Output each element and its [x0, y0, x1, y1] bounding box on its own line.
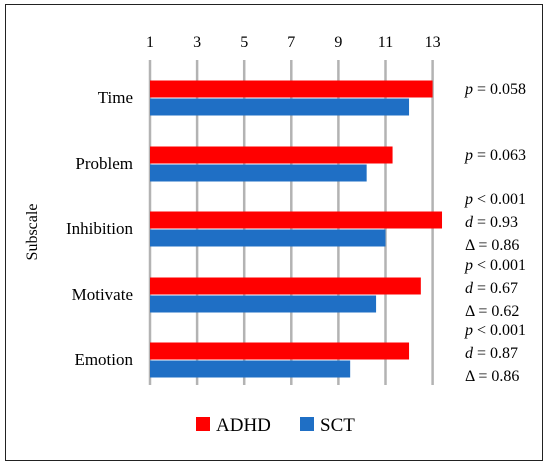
stat-symbol: p — [464, 257, 473, 274]
x-tick-label: 7 — [287, 34, 295, 51]
stat-value: < 0.001 — [473, 322, 526, 339]
bar-sct-time — [150, 98, 410, 116]
stat-annotation: Δ = 0.86 — [465, 237, 519, 254]
stat-symbol: p — [464, 191, 473, 208]
stat-value: = 0.67 — [473, 280, 518, 297]
legend-swatch — [300, 417, 314, 431]
category-label: Time — [98, 88, 133, 107]
stat-symbol: d — [465, 345, 474, 362]
category-label: Inhibition — [66, 219, 134, 238]
stat-value: = 0.86 — [474, 237, 519, 254]
stat-symbol: p — [464, 81, 473, 98]
stat-symbol: p — [464, 147, 473, 164]
x-tick-label: 3 — [193, 34, 201, 51]
legend-label: SCT — [320, 415, 355, 436]
legend: ADHD SCT — [196, 415, 355, 436]
stat-annotation: p = 0.063 — [464, 147, 526, 164]
bar-sct-problem — [150, 164, 367, 182]
bar-sct-inhibition — [150, 229, 386, 247]
stat-annotation: p < 0.001 — [464, 257, 526, 274]
stat-annotation: d = 0.93 — [465, 214, 518, 231]
stat-annotation: d = 0.87 — [465, 345, 518, 362]
stat-value: < 0.001 — [473, 257, 526, 274]
legend-swatch — [196, 417, 210, 431]
category-label: Emotion — [74, 350, 133, 369]
stat-annotation: p < 0.001 — [464, 322, 526, 339]
stat-value: = 0.063 — [473, 147, 526, 164]
y-axis-title: Subscale — [24, 204, 41, 261]
stat-symbol: Δ — [465, 237, 475, 254]
bar-adhd-emotion — [150, 342, 410, 360]
bar-adhd-motivate — [150, 277, 421, 295]
bar-adhd-problem — [150, 146, 393, 164]
stat-value: = 0.87 — [473, 345, 518, 362]
figure-frame — [5, 4, 543, 461]
stat-value: < 0.001 — [473, 191, 526, 208]
bar-adhd-time — [150, 80, 433, 98]
stat-value: = 0.058 — [473, 81, 526, 98]
stat-value: = 0.86 — [474, 368, 519, 385]
stat-value: = 0.62 — [474, 303, 519, 320]
x-tick-label: 1 — [146, 34, 154, 51]
stat-symbol: Δ — [465, 303, 475, 320]
stat-symbol: d — [465, 214, 474, 231]
category-labels: Time Problem Inhibition Motivate Emotion — [66, 88, 134, 369]
stat-symbol: p — [464, 322, 473, 339]
stat-annotation: p < 0.001 — [464, 191, 526, 208]
stat-annotation: d = 0.67 — [465, 280, 518, 297]
bar-sct-motivate — [150, 295, 377, 313]
x-tick-label: 5 — [240, 34, 248, 51]
x-tick-label: 11 — [378, 34, 393, 51]
bars — [150, 80, 443, 378]
category-label: Motivate — [72, 285, 133, 304]
x-tick-labels: 1 3 5 7 9 11 13 — [146, 34, 441, 51]
x-tick-label: 13 — [425, 34, 441, 51]
stat-symbol: d — [465, 280, 474, 297]
stat-annotation: p = 0.058 — [464, 81, 526, 98]
legend-label: ADHD — [216, 415, 271, 436]
stat-value: = 0.93 — [473, 214, 518, 231]
stat-annotation: Δ = 0.86 — [465, 368, 519, 385]
stat-symbol: Δ — [465, 368, 475, 385]
category-label: Problem — [75, 154, 133, 173]
bar-sct-emotion — [150, 360, 351, 378]
x-tick-label: 9 — [334, 34, 342, 51]
bar-adhd-inhibition — [150, 211, 443, 229]
stat-annotation: Δ = 0.62 — [465, 303, 519, 320]
